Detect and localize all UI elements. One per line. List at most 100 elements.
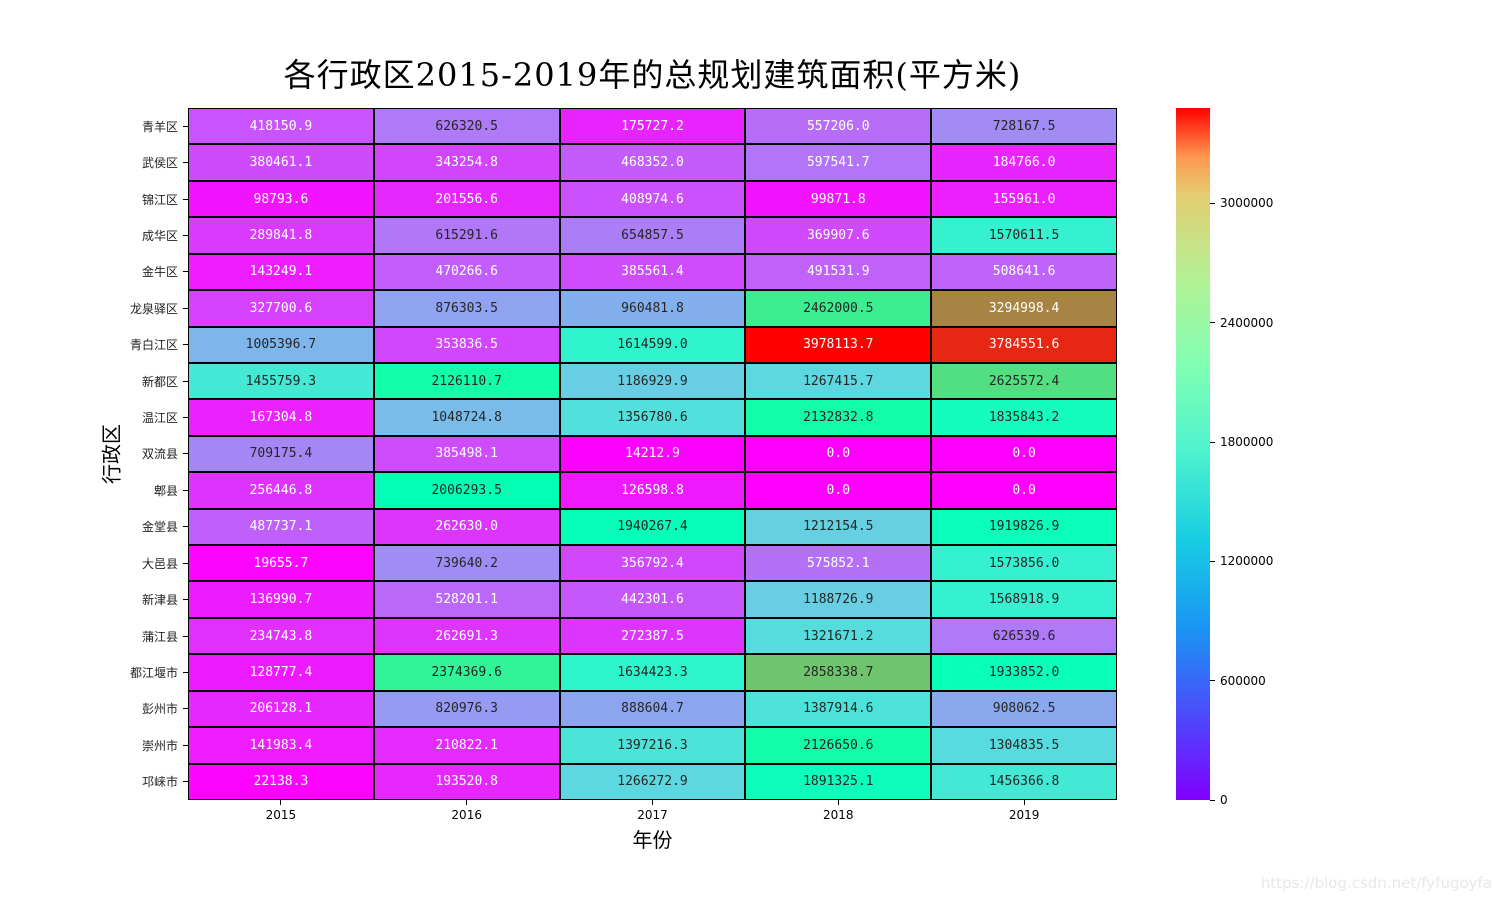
colorbar-tick: 1200000 (1210, 554, 1273, 568)
heatmap-cell: 1387914.6 (745, 690, 932, 728)
heatmap-cell: 557206.0 (745, 108, 932, 145)
heatmap-cell: 408974.6 (559, 180, 746, 218)
heatmap-cell: 1614599.0 (559, 326, 746, 363)
heatmap-cell: 262630.0 (373, 508, 560, 546)
heatmap-cell: 98793.6 (188, 180, 374, 218)
heatmap-cell: 1634423.3 (559, 654, 746, 691)
y-tick-label: 成华区 (90, 217, 188, 253)
heatmap-cell: 0.0 (745, 472, 932, 509)
heatmap-cell: 369907.6 (745, 217, 932, 254)
heatmap-cell: 1397216.3 (559, 727, 746, 764)
heatmap-cell: 626539.6 (931, 617, 1117, 655)
heatmap-cell: 888604.7 (559, 690, 746, 728)
heatmap-cell: 1455759.3 (188, 362, 374, 400)
heatmap-cell: 193520.8 (373, 763, 560, 800)
heatmap-cell: 234743.8 (188, 617, 374, 655)
heatmap-cell: 2625572.4 (931, 362, 1117, 400)
heatmap-cell: 1835843.2 (931, 399, 1117, 436)
heatmap-cell: 380461.1 (188, 144, 374, 181)
y-tick-label: 邛崃市 (90, 764, 188, 800)
colorbar-tick: 600000 (1210, 674, 1266, 688)
colorbar-tick: 2400000 (1210, 316, 1273, 330)
heatmap-cell: 22138.3 (188, 763, 374, 800)
heatmap-cell: 1186929.9 (559, 362, 746, 400)
heatmap-cell: 14212.9 (559, 435, 746, 473)
colorbar-tick: 0 (1210, 793, 1228, 807)
heatmap-cell: 528201.1 (373, 581, 560, 618)
heatmap-cell: 167304.8 (188, 399, 374, 436)
y-tick-label: 新都区 (90, 363, 188, 399)
y-tick-label: 温江区 (90, 399, 188, 435)
heatmap-cell: 356792.4 (559, 545, 746, 582)
heatmap-cell: 143249.1 (188, 253, 374, 291)
y-tick-label: 大邑县 (90, 545, 188, 581)
heatmap-cell: 709175.4 (188, 435, 374, 473)
heatmap-cell: 256446.8 (188, 472, 374, 509)
heatmap-cell: 2462000.5 (745, 290, 932, 327)
heatmap-cell: 175727.2 (559, 108, 746, 145)
heatmap-cell: 3294998.4 (931, 290, 1117, 327)
heatmap-cell: 1570611.5 (931, 217, 1117, 254)
heatmap-cell: 0.0 (745, 435, 932, 473)
y-tick-label: 金堂县 (90, 509, 188, 545)
heatmap-cell: 289841.8 (188, 217, 374, 254)
heatmap-cell: 1321671.2 (745, 617, 932, 655)
heatmap-cell: 820976.3 (373, 690, 560, 728)
heatmap-cell: 2006293.5 (373, 472, 560, 509)
heatmap-cell: 353836.5 (373, 326, 560, 363)
heatmap-cell: 184766.0 (931, 144, 1117, 181)
heatmap-cell: 3784551.6 (931, 326, 1117, 363)
heatmap-cell: 1573856.0 (931, 545, 1117, 582)
heatmap-cell: 1356780.6 (559, 399, 746, 436)
heatmap-cell: 99871.8 (745, 180, 932, 218)
y-tick-label: 青白江区 (90, 327, 188, 363)
heatmap-cell: 876303.5 (373, 290, 560, 327)
heatmap-cell: 615291.6 (373, 217, 560, 254)
heatmap-cell: 201556.6 (373, 180, 560, 218)
y-tick-label: 新津县 (90, 581, 188, 617)
heatmap-cell: 1933852.0 (931, 654, 1117, 691)
heatmap-cell: 1267415.7 (745, 362, 932, 400)
y-tick-label: 龙泉驿区 (90, 290, 188, 326)
y-axis-tick-labels: 青羊区 武侯区 锦江区 成华区 金牛区 龙泉驿区 青白江区 新都区 温江区 双流县 郫县 金堂县 大邑县… (90, 108, 188, 800)
heatmap-cell: 19655.7 (188, 545, 374, 582)
heatmap-cell: 1940267.4 (559, 508, 746, 546)
y-tick-label: 青羊区 (90, 108, 188, 144)
chart-title: 各行政区2015-2019年的总规划建筑面积(平方米) (283, 56, 1022, 94)
heatmap-cell: 1005396.7 (188, 326, 374, 363)
heatmap-cell: 2132832.8 (745, 399, 932, 436)
heatmap-cell: 1456366.8 (931, 763, 1117, 800)
y-tick-label: 双流县 (90, 436, 188, 472)
heatmap-cell: 575852.1 (745, 545, 932, 582)
colorbar-tick-labels: 0 600000 1200000 1800000 2400000 3000000 (1210, 108, 1300, 807)
heatmap-cell: 262691.3 (373, 617, 560, 655)
heatmap-cell: 470266.6 (373, 253, 560, 291)
heatmap-cell: 3978113.7 (745, 326, 932, 363)
heatmap-cell: 141983.4 (188, 727, 374, 764)
heatmap-cell: 491531.9 (745, 253, 932, 291)
heatmap-cell: 487737.1 (188, 508, 374, 546)
heatmap-cell: 385561.4 (559, 253, 746, 291)
heatmap-cell: 128777.4 (188, 654, 374, 691)
heatmap-cell: 1212154.5 (745, 508, 932, 546)
heatmap-cell: 960481.8 (559, 290, 746, 327)
heatmap-cell: 908062.5 (931, 690, 1117, 728)
heatmap-cell: 597541.7 (745, 144, 932, 181)
heatmap-cell: 155961.0 (931, 180, 1117, 218)
heatmap-cell: 1919826.9 (931, 508, 1117, 546)
heatmap-cell: 1304835.5 (931, 727, 1117, 764)
heatmap-cell: 468352.0 (559, 144, 746, 181)
heatmap-cell: 1048724.8 (373, 399, 560, 436)
x-axis-label: 年份 (632, 828, 673, 852)
heatmap-cell: 508641.6 (931, 253, 1117, 291)
y-tick-label: 郫县 (90, 472, 188, 508)
colorbar-tick: 1800000 (1210, 435, 1273, 449)
heatmap-cell: 626320.5 (373, 108, 560, 145)
x-tick-label: 2019 (931, 800, 1117, 822)
watermark: https://blog.csdn.net/fyfugoyfa (1260, 874, 1492, 892)
heatmap-cell: 442301.6 (559, 581, 746, 618)
colorbar-tick: 3000000 (1210, 196, 1273, 210)
y-tick-label: 彭州市 (90, 691, 188, 727)
y-tick-label: 蒲江县 (90, 618, 188, 654)
heatmap-cell: 2858338.7 (745, 654, 932, 691)
